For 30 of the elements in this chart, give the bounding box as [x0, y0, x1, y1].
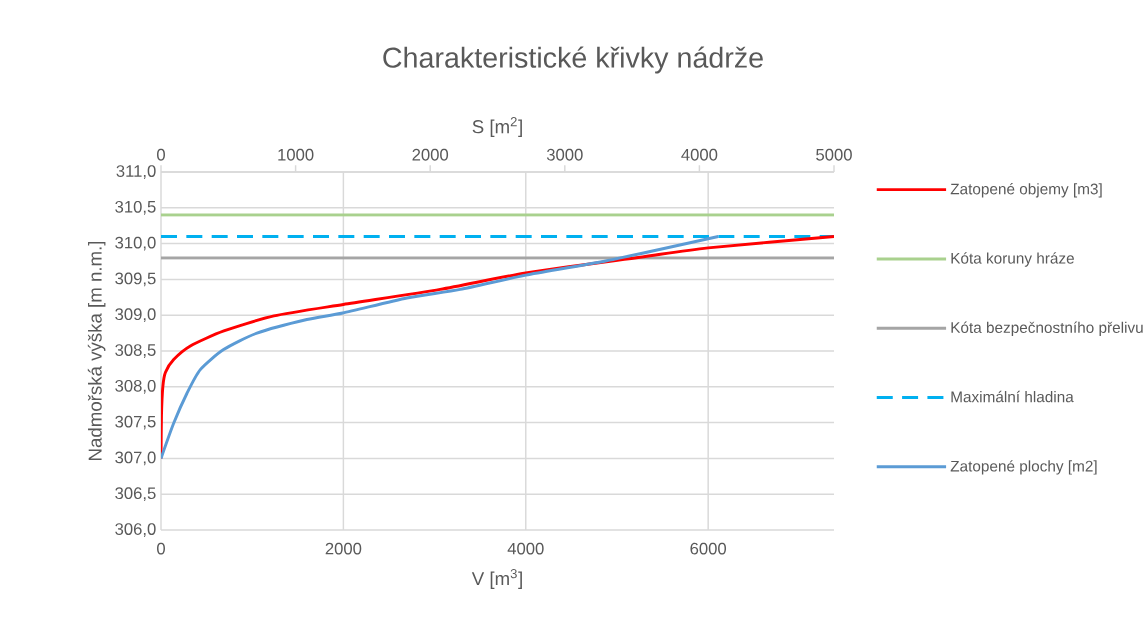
- legend-label: Zatopené objemy [m3]: [950, 182, 1102, 198]
- y-tick-label: 306,5: [115, 487, 156, 502]
- x2-tick-label: 1000: [278, 148, 314, 161]
- legend-label: Kóta koruny hráze: [951, 252, 1074, 267]
- x2-tick-label: 3000: [546, 148, 583, 161]
- x-axis-title: V [m$^{3}$]: [471, 569, 522, 589]
- x-tick-label: 0: [157, 542, 165, 555]
- legend-label: Maximální hladina: [951, 390, 1074, 403]
- x2-tick-label: 5000: [816, 148, 852, 161]
- x-tick-label: 6000: [690, 542, 727, 555]
- chart-title: Charakteristické křivky nádrže: [383, 46, 763, 74]
- x2-tick-label: 2000: [412, 148, 449, 161]
- legend-label: Kóta bezpečnostního přelivu: [951, 321, 1143, 337]
- y-tick-label: 308,5: [115, 344, 156, 358]
- x-tick-label: 2000: [325, 542, 362, 555]
- y-tick-label: 309,5: [115, 272, 156, 287]
- y-tick-label: 307,5: [115, 415, 156, 430]
- y-axis-title: Nadmořská výška [m n.m.]: [87, 241, 106, 460]
- y-tick-label: 310,0: [115, 236, 156, 251]
- y-tick-label: 311,0: [116, 165, 156, 179]
- y-tick-label: 307,0: [115, 451, 156, 466]
- y-tick-label: 308,0: [115, 379, 156, 394]
- legend-label: Zatopené plochy [m2]: [950, 460, 1097, 475]
- y-tick-label: 310,5: [115, 200, 156, 215]
- y-tick-label: 306,0: [115, 523, 156, 537]
- y-tick-label: 309,0: [115, 308, 156, 323]
- x2-tick-label: 4000: [681, 148, 718, 161]
- x2-axis-title: S [m$^{2}$]: [472, 117, 522, 137]
- x-tick-label: 4000: [507, 542, 544, 555]
- x2-tick-label: 0: [157, 148, 165, 161]
